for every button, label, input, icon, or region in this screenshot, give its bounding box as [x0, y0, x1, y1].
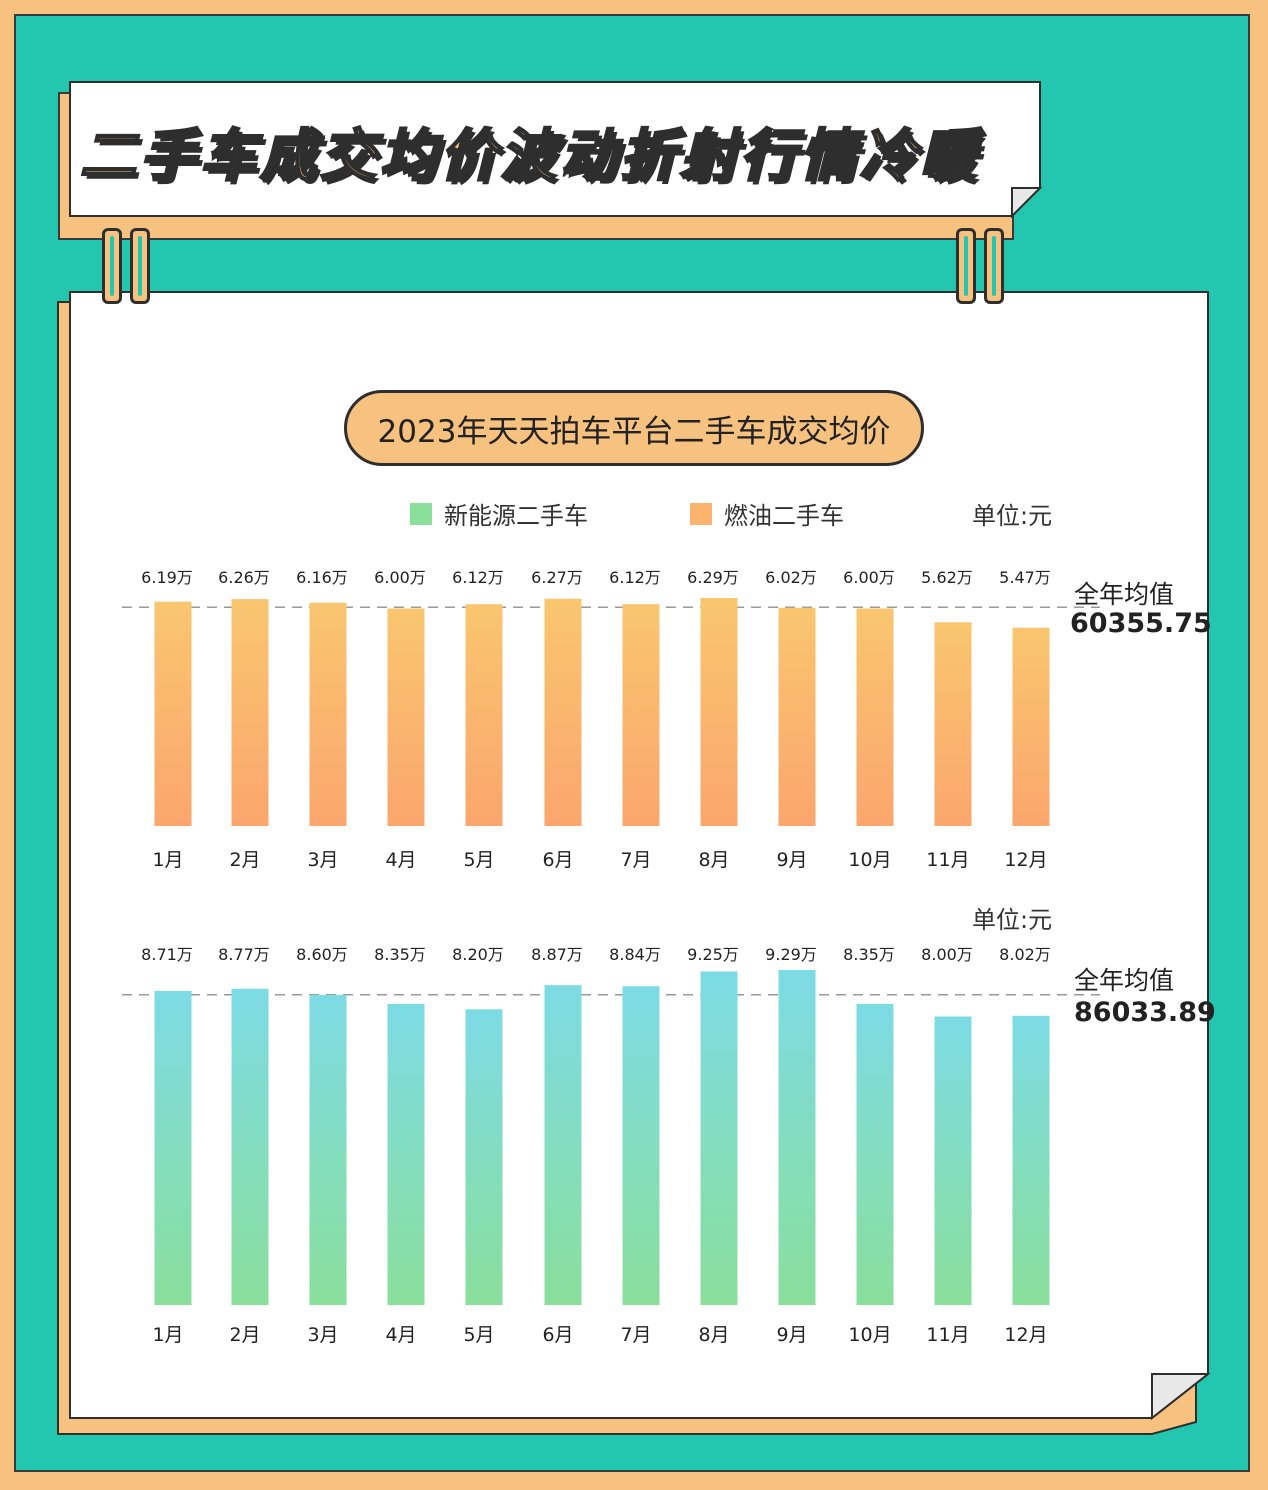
bar-value-label: 6.00万 [843, 568, 895, 587]
binder-clip [956, 228, 976, 304]
x-tick-label: 5月 [463, 1324, 494, 1346]
bar-value-label: 8.87万 [531, 945, 583, 964]
bar-value-label: 8.35万 [843, 945, 895, 964]
x-tick-label: 2月 [229, 849, 260, 871]
bar-value-label: 6.12万 [609, 568, 661, 587]
annual-avg-label-new-energy: 全年均值 [1074, 966, 1175, 995]
unit-label-bottom: 单位:元 [972, 906, 1053, 934]
bar-value-label: 6.02万 [765, 568, 817, 587]
x-tick-label: 12月 [1004, 1324, 1047, 1346]
new-energy-bar [622, 986, 660, 1305]
x-tick-label: 11月 [926, 849, 969, 871]
x-tick-label: 6月 [542, 849, 573, 871]
legend-swatch-fuel [690, 502, 712, 525]
x-tick-label: 11月 [926, 1324, 969, 1346]
bar-value-label: 6.26万 [218, 568, 270, 587]
bar-value-label: 6.27万 [531, 568, 583, 587]
x-tick-label: 3月 [307, 849, 338, 871]
bar-value-label: 8.60万 [296, 945, 348, 964]
fuel-bar [934, 622, 972, 826]
legend-fuel: 燃油二手车 [690, 496, 844, 531]
x-tick-label: 4月 [385, 849, 416, 871]
new-energy-bar [934, 1016, 972, 1305]
x-tick-label: 9月 [776, 849, 807, 871]
bar-value-label: 5.62万 [921, 568, 973, 587]
bar-value-label: 6.16万 [296, 568, 348, 587]
unit-label-top: 单位:元 [972, 502, 1053, 530]
fuel-bar [309, 602, 347, 826]
bar-value-label: 8.84万 [609, 945, 661, 964]
annual-avg-value-fuel: 60355.75 [1070, 608, 1212, 639]
fuel-bar [465, 604, 503, 826]
bar-value-label: 8.35万 [374, 945, 426, 964]
x-tick-label: 7月 [620, 849, 651, 871]
bar-value-label: 8.77万 [218, 945, 270, 964]
fuel-bar [231, 599, 269, 826]
x-tick-label: 7月 [620, 1324, 651, 1346]
x-tick-label: 10月 [848, 1324, 891, 1346]
bar-value-label: 6.12万 [452, 568, 504, 587]
fuel-bar [778, 607, 816, 826]
binder-clip [102, 228, 122, 304]
annual-avg-value-new-energy: 86033.89 [1074, 997, 1216, 1028]
new-energy-bar [154, 990, 192, 1305]
legend-label-fuel: 燃油二手车 [724, 502, 844, 530]
x-tick-label: 6月 [542, 1324, 573, 1346]
new-energy-bar [778, 970, 816, 1305]
x-tick-label: 10月 [848, 849, 891, 871]
bar-value-label: 6.00万 [374, 568, 426, 587]
fuel-bar [1012, 627, 1050, 826]
bar-value-label: 6.19万 [141, 568, 193, 587]
new-energy-bar [231, 988, 269, 1305]
legend-swatch-new-energy [410, 502, 432, 525]
binder-clip [984, 228, 1004, 304]
fuel-bar [856, 608, 894, 826]
bar-value-label: 8.71万 [141, 945, 193, 964]
new-energy-bar [309, 994, 347, 1305]
new-energy-price-chart: 8.71万 1月 8.77万 2月 8.60万 3月 8.35万 4月 8.20万 5月 8.87万… [122, 945, 1100, 1346]
x-tick-label: 3月 [307, 1324, 338, 1346]
legend-label-new-energy: 新能源二手车 [444, 502, 588, 530]
x-tick-label: 1月 [152, 1324, 183, 1346]
fuel-bar [387, 608, 425, 826]
bar-value-label: 8.20万 [452, 945, 504, 964]
x-tick-label: 9月 [776, 1324, 807, 1346]
x-tick-label: 8月 [698, 1324, 729, 1346]
new-energy-bar [387, 1003, 425, 1305]
new-energy-bar [1012, 1015, 1050, 1305]
bar-value-label: 8.02万 [999, 945, 1051, 964]
x-tick-label: 1月 [152, 849, 183, 871]
bar-value-label: 8.00万 [921, 945, 973, 964]
chart-subtitle-text: 2023年天天拍车平台二手车成交均价 [377, 413, 891, 450]
bar-value-label: 9.25万 [687, 945, 739, 964]
fuel-price-chart: 6.19万 1月 6.26万 2月 6.16万 3月 6.00万 4月 6.12万 5月 6.27万… [122, 568, 1100, 871]
x-tick-label: 5月 [463, 849, 494, 871]
binder-clip [130, 228, 150, 304]
bar-value-label: 9.29万 [765, 945, 817, 964]
new-energy-bar [465, 1009, 503, 1305]
main-title: 二手车成交均价波动折射行情冷暖 [79, 123, 980, 191]
fuel-bar [154, 601, 192, 826]
x-tick-label: 8月 [698, 849, 729, 871]
x-tick-label: 4月 [385, 1324, 416, 1346]
new-energy-bar [700, 971, 738, 1305]
new-energy-bar [544, 985, 582, 1305]
x-tick-label: 12月 [1004, 849, 1047, 871]
chart-subtitle: 2023年天天拍车平台二手车成交均价 [344, 390, 924, 466]
bar-value-label: 5.47万 [999, 568, 1051, 587]
legend-new-energy: 新能源二手车 [410, 496, 588, 531]
fuel-bar [700, 598, 738, 826]
fuel-bar [622, 604, 660, 826]
x-tick-label: 2月 [229, 1324, 260, 1346]
new-energy-bar [856, 1003, 894, 1305]
fuel-bar [544, 598, 582, 826]
bar-value-label: 6.29万 [687, 568, 739, 587]
annual-avg-label-fuel: 全年均值 [1074, 580, 1175, 609]
